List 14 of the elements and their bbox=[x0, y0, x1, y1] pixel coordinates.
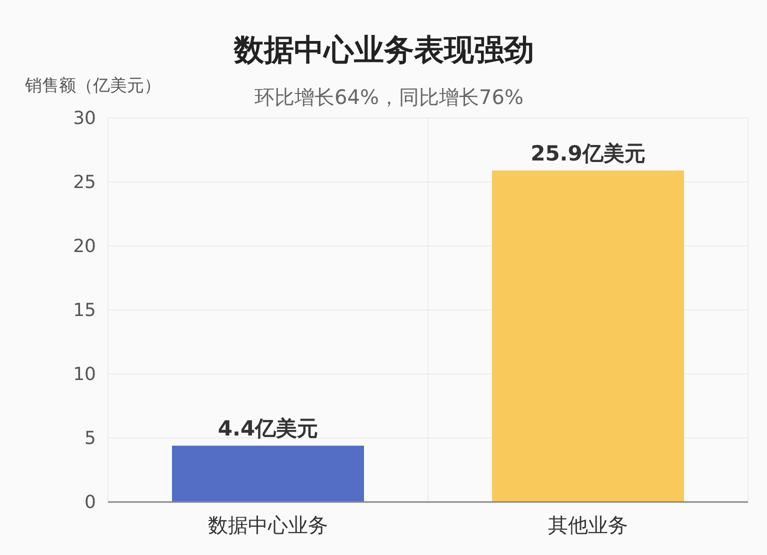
data-label: 25.9亿美元 bbox=[530, 141, 646, 166]
y-tick-label: 20 bbox=[73, 236, 96, 257]
y-tick-label: 0 bbox=[84, 492, 96, 513]
y-axis-title: 销售额（亿美元） bbox=[24, 76, 161, 96]
y-tick-label: 30 bbox=[73, 108, 96, 129]
y-tick-label: 25 bbox=[73, 172, 96, 193]
x-tick-label: 数据中心业务 bbox=[208, 513, 328, 537]
data-label: 4.4亿美元 bbox=[218, 416, 318, 441]
chart-title: 数据中心业务表现强劲 bbox=[233, 33, 534, 68]
chart-subtitle: 环比增长64%，同比增长76% bbox=[254, 85, 524, 109]
y-tick-label: 10 bbox=[73, 364, 96, 385]
y-tick-label: 5 bbox=[84, 428, 96, 449]
x-tick-label: 其他业务 bbox=[548, 513, 628, 537]
y-tick-label: 15 bbox=[73, 300, 96, 321]
